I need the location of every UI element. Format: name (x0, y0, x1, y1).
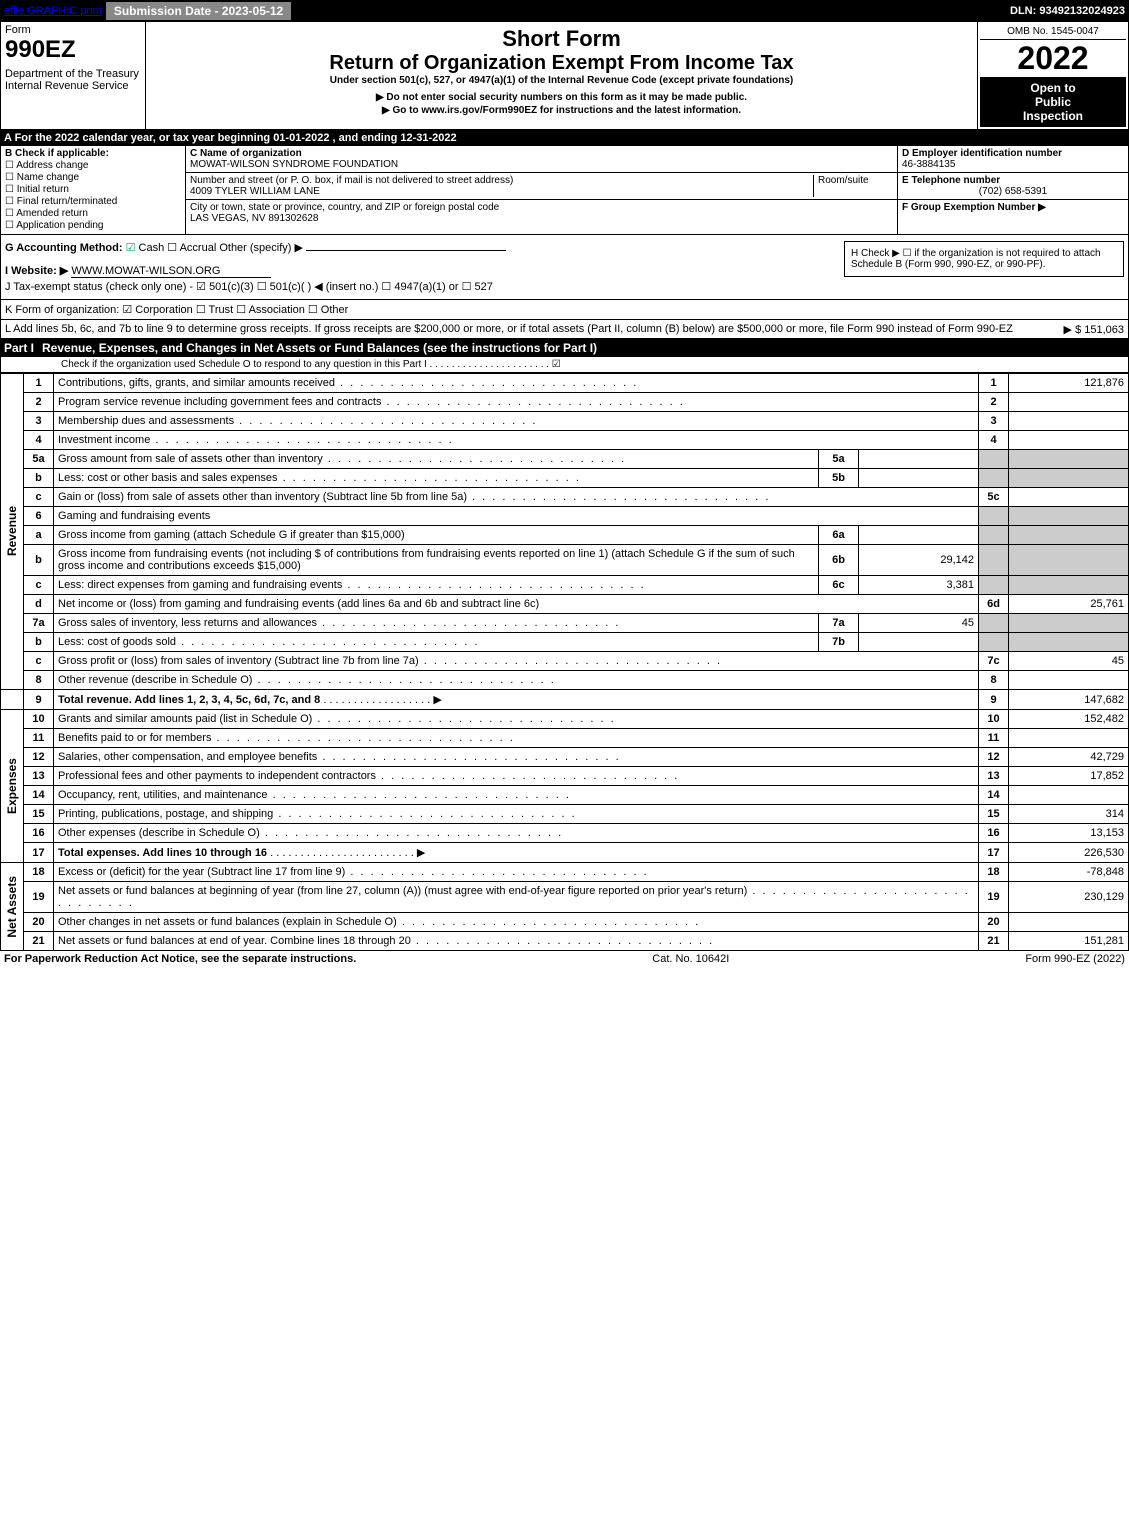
cb-address-change[interactable]: Address change (5, 160, 181, 171)
form-word: Form (5, 24, 141, 36)
amt-13: 17,852 (1009, 767, 1129, 786)
goto-link[interactable]: ▶ Go to www.irs.gov/Form990EZ for instru… (150, 105, 973, 116)
line-k: K Form of organization: ☑ Corporation ☐ … (0, 300, 1129, 320)
addr-label: Number and street (or P. O. box, if mail… (190, 175, 513, 186)
line-a: A For the 2022 calendar year, or tax yea… (0, 130, 1129, 146)
amt-15: 314 (1009, 805, 1129, 824)
cb-name-change[interactable]: Name change (5, 172, 181, 183)
i-label: I Website: ▶ (5, 265, 68, 277)
col-b: B Check if applicable: Address change Na… (1, 146, 186, 234)
part-i-header: Part I Revenue, Expenses, and Changes in… (0, 339, 1129, 357)
g-cash[interactable]: Cash (126, 242, 165, 254)
form-subtitle: Under section 501(c), 527, or 4947(a)(1)… (150, 75, 973, 86)
c-label: C Name of organization (190, 148, 302, 159)
g-label: G Accounting Method: (5, 242, 123, 254)
footer-left: For Paperwork Reduction Act Notice, see … (4, 953, 356, 965)
amt-16: 13,153 (1009, 824, 1129, 843)
org-name: MOWAT-WILSON SYNDROME FOUNDATION (190, 159, 398, 170)
e-label: E Telephone number (902, 175, 1000, 186)
expenses-side-label: Expenses (5, 758, 19, 814)
section-bcdef: B Check if applicable: Address change Na… (0, 146, 1129, 235)
footer-right: Form 990-EZ (2022) (1025, 953, 1125, 965)
amt-6b: 29,142 (859, 545, 979, 576)
ssn-warning: ▶ Do not enter social security numbers o… (150, 92, 973, 103)
dln: DLN: 93492132024923 (1010, 5, 1125, 17)
d-label: D Employer identification number (902, 148, 1062, 159)
form-number: 990EZ (5, 36, 141, 64)
efile-link[interactable]: efile GRAPHIC print (4, 5, 102, 17)
addr-value: 4009 TYLER WILLIAM LANE (190, 186, 320, 197)
amt-1: 121,876 (1009, 374, 1129, 393)
j-line: J Tax-exempt status (check only one) - ☑… (5, 280, 1124, 293)
amt-18: -78,848 (1009, 863, 1129, 882)
part-i-sub: Check if the organization used Schedule … (0, 357, 1129, 373)
cb-final-return[interactable]: Final return/terminated (5, 196, 181, 207)
line-l: L Add lines 5b, 6c, and 7b to line 9 to … (0, 320, 1129, 339)
col-c: C Name of organization MOWAT-WILSON SYND… (186, 146, 898, 234)
f-label: F Group Exemption Number ▶ (902, 202, 1046, 213)
amt-19: 230,129 (1009, 882, 1129, 913)
part-i-title: Revenue, Expenses, and Changes in Net As… (42, 341, 1125, 355)
amt-12: 42,729 (1009, 748, 1129, 767)
website-value[interactable]: WWW.MOWAT-WILSON.ORG (71, 265, 271, 278)
amt-7c: 45 (1009, 652, 1129, 671)
city-value: LAS VEGAS, NV 891302628 (190, 213, 318, 224)
ein-value: 46-3884135 (902, 159, 955, 170)
amt-6c: 3,381 (859, 576, 979, 595)
lines-ghij: H Check ▶ ☐ if the organization is not r… (0, 235, 1129, 300)
cb-application-pending[interactable]: Application pending (5, 220, 181, 231)
col-b-label: B Check if applicable: (5, 148, 181, 159)
amt-7a: 45 (859, 614, 979, 633)
tax-year: 2022 (980, 40, 1126, 77)
submission-date: Submission Date - 2023-05-12 (106, 2, 291, 20)
short-form-title: Short Form (150, 26, 973, 52)
amt-10: 152,482 (1009, 710, 1129, 729)
city-label: City or town, state or province, country… (190, 202, 499, 213)
form-title: Return of Organization Exempt From Incom… (150, 52, 973, 75)
revenue-side-label: Revenue (5, 506, 19, 556)
cb-amended-return[interactable]: Amended return (5, 208, 181, 219)
public-badge: Open to Public Inspection (980, 77, 1126, 127)
cb-initial-return[interactable]: Initial return (5, 184, 181, 195)
form-header: Form 990EZ Department of the Treasury In… (0, 22, 1129, 130)
footer-center: Cat. No. 10642I (652, 953, 729, 965)
part-i-label: Part I (4, 341, 42, 355)
top-bar: efile GRAPHIC print Submission Date - 20… (0, 0, 1129, 22)
netassets-side-label: Net Assets (5, 876, 19, 938)
col-def: D Employer identification number 46-3884… (898, 146, 1128, 234)
amt-21: 151,281 (1009, 932, 1129, 951)
g-accrual[interactable]: Accrual (167, 242, 216, 254)
amt-9: 147,682 (1009, 690, 1129, 710)
irs: Internal Revenue Service (5, 80, 141, 92)
amt-17: 226,530 (1009, 843, 1129, 863)
dept: Department of the Treasury (5, 68, 141, 80)
page-footer: For Paperwork Reduction Act Notice, see … (0, 951, 1129, 967)
form-table: Revenue 1 Contributions, gifts, grants, … (0, 373, 1129, 951)
phone-value: (702) 658-5391 (902, 186, 1124, 197)
omb-number: OMB No. 1545-0047 (980, 24, 1126, 40)
h-box: H Check ▶ ☐ if the organization is not r… (844, 241, 1124, 277)
amt-6d: 25,761 (1009, 595, 1129, 614)
g-other: Other (specify) ▶ (219, 242, 303, 254)
l-amount: ▶ $ 151,063 (1064, 323, 1124, 336)
room-label: Room/suite (813, 175, 893, 197)
